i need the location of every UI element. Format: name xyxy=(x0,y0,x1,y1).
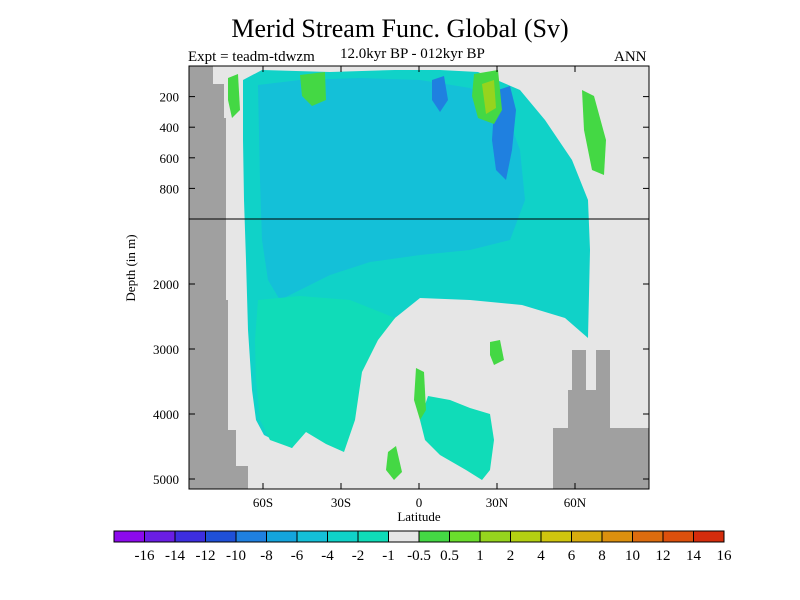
y-tick-label: 4000 xyxy=(153,407,179,422)
land-antarctica xyxy=(189,66,248,489)
colorbar-swatch xyxy=(662,530,694,543)
colorbar-swatch xyxy=(479,530,511,543)
y-axis-label: Depth (in m) xyxy=(123,234,138,301)
y-tick-label: 3000 xyxy=(153,342,179,357)
season-label: ANN xyxy=(614,49,647,65)
colorbar-swatch xyxy=(418,530,450,543)
colorbar-label: 8 xyxy=(598,548,606,564)
colorbar: -16 -14 -12 -10 -8 -6 -4 -2 -1 -0.5 0.5 1 2 4 6 8 10 12 14… xyxy=(113,530,733,564)
colorbar-swatch xyxy=(357,530,389,543)
colorbar-swatch xyxy=(296,530,328,543)
chart-title: Merid Stream Func. Global (Sv) xyxy=(231,14,569,43)
y-tick-label: 2000 xyxy=(153,277,179,292)
colorbar-label: -8 xyxy=(260,548,273,564)
contour-band-positive-7 xyxy=(414,368,426,420)
period-label: 12.0kyr BP - 012kyr BP xyxy=(340,46,485,62)
colorbar-swatch xyxy=(571,530,603,543)
x-axis-label: Latitude xyxy=(397,509,441,524)
contour-band-positive-4 xyxy=(582,90,606,175)
colorbar-label: -16 xyxy=(135,548,155,564)
colorbar-swatch xyxy=(235,530,267,543)
colorbar-label: 0.5 xyxy=(440,548,459,564)
experiment-label: Expt = teadm-tdwzm xyxy=(188,49,315,65)
contour-band-positive-1 xyxy=(300,72,326,106)
y-tick-label: 800 xyxy=(160,181,180,196)
colorbar-label: -14 xyxy=(165,548,185,564)
y-axis-ticks: 200 400 600 800 2000 3000 4000 5000 xyxy=(153,90,649,487)
colorbar-label: 12 xyxy=(656,548,671,564)
colorbar-swatch xyxy=(601,530,633,543)
colorbar-label: 6 xyxy=(568,548,576,564)
colorbar-swatch xyxy=(449,530,481,543)
colorbar-label: 16 xyxy=(717,548,733,564)
x-tick-label: 60S xyxy=(253,495,273,510)
y-tick-label: 5000 xyxy=(153,472,179,487)
colorbar-label: 2 xyxy=(507,548,515,564)
colorbar-label: 10 xyxy=(625,548,640,564)
colorbar-swatch xyxy=(632,530,664,543)
y-tick-label: 400 xyxy=(160,120,180,135)
x-tick-label: 60N xyxy=(564,495,587,510)
contour-band-negative-deep-2 xyxy=(432,76,448,112)
colorbar-label: -2 xyxy=(352,548,365,564)
colorbar-swatch xyxy=(266,530,298,543)
colorbar-label: 4 xyxy=(537,548,545,564)
colorbar-swatch xyxy=(540,530,572,543)
colorbar-swatch xyxy=(388,530,420,543)
colorbar-swatch xyxy=(205,530,237,543)
contour-band-positive-5 xyxy=(490,340,504,365)
y-tick-label: 200 xyxy=(160,90,180,105)
colorbar-label: -0.5 xyxy=(407,548,431,564)
colorbar-label: -12 xyxy=(196,548,216,564)
colorbar-swatch xyxy=(174,530,206,543)
x-tick-label: 0 xyxy=(416,495,423,510)
colorbar-swatch xyxy=(327,530,359,543)
contour-band-abyssal-north xyxy=(420,396,494,480)
contour-band-positive-6 xyxy=(386,446,402,480)
colorbar-swatch xyxy=(113,530,145,543)
colorbar-label: -10 xyxy=(226,548,246,564)
x-tick-label: 30N xyxy=(486,495,509,510)
colorbar-label: -6 xyxy=(291,548,304,564)
colorbar-label: -4 xyxy=(321,548,334,564)
colorbar-swatch xyxy=(693,530,725,543)
contour-band-positive-strong xyxy=(482,80,496,114)
contour-band-positive-2 xyxy=(228,74,240,118)
land-northern-sill xyxy=(553,350,649,489)
colorbar-swatch xyxy=(144,530,176,543)
x-axis-ticks: 60S 30S 0 30N 60N xyxy=(253,66,587,510)
colorbar-label: 1 xyxy=(476,548,484,564)
colorbar-label: 14 xyxy=(686,548,702,564)
contour-band-abyssal xyxy=(255,296,395,452)
colorbar-swatch xyxy=(510,530,542,543)
y-tick-label: 600 xyxy=(160,151,180,166)
colorbar-label: -1 xyxy=(382,548,395,564)
x-tick-label: 30S xyxy=(331,495,351,510)
contour-band-negative-inner xyxy=(258,78,525,300)
